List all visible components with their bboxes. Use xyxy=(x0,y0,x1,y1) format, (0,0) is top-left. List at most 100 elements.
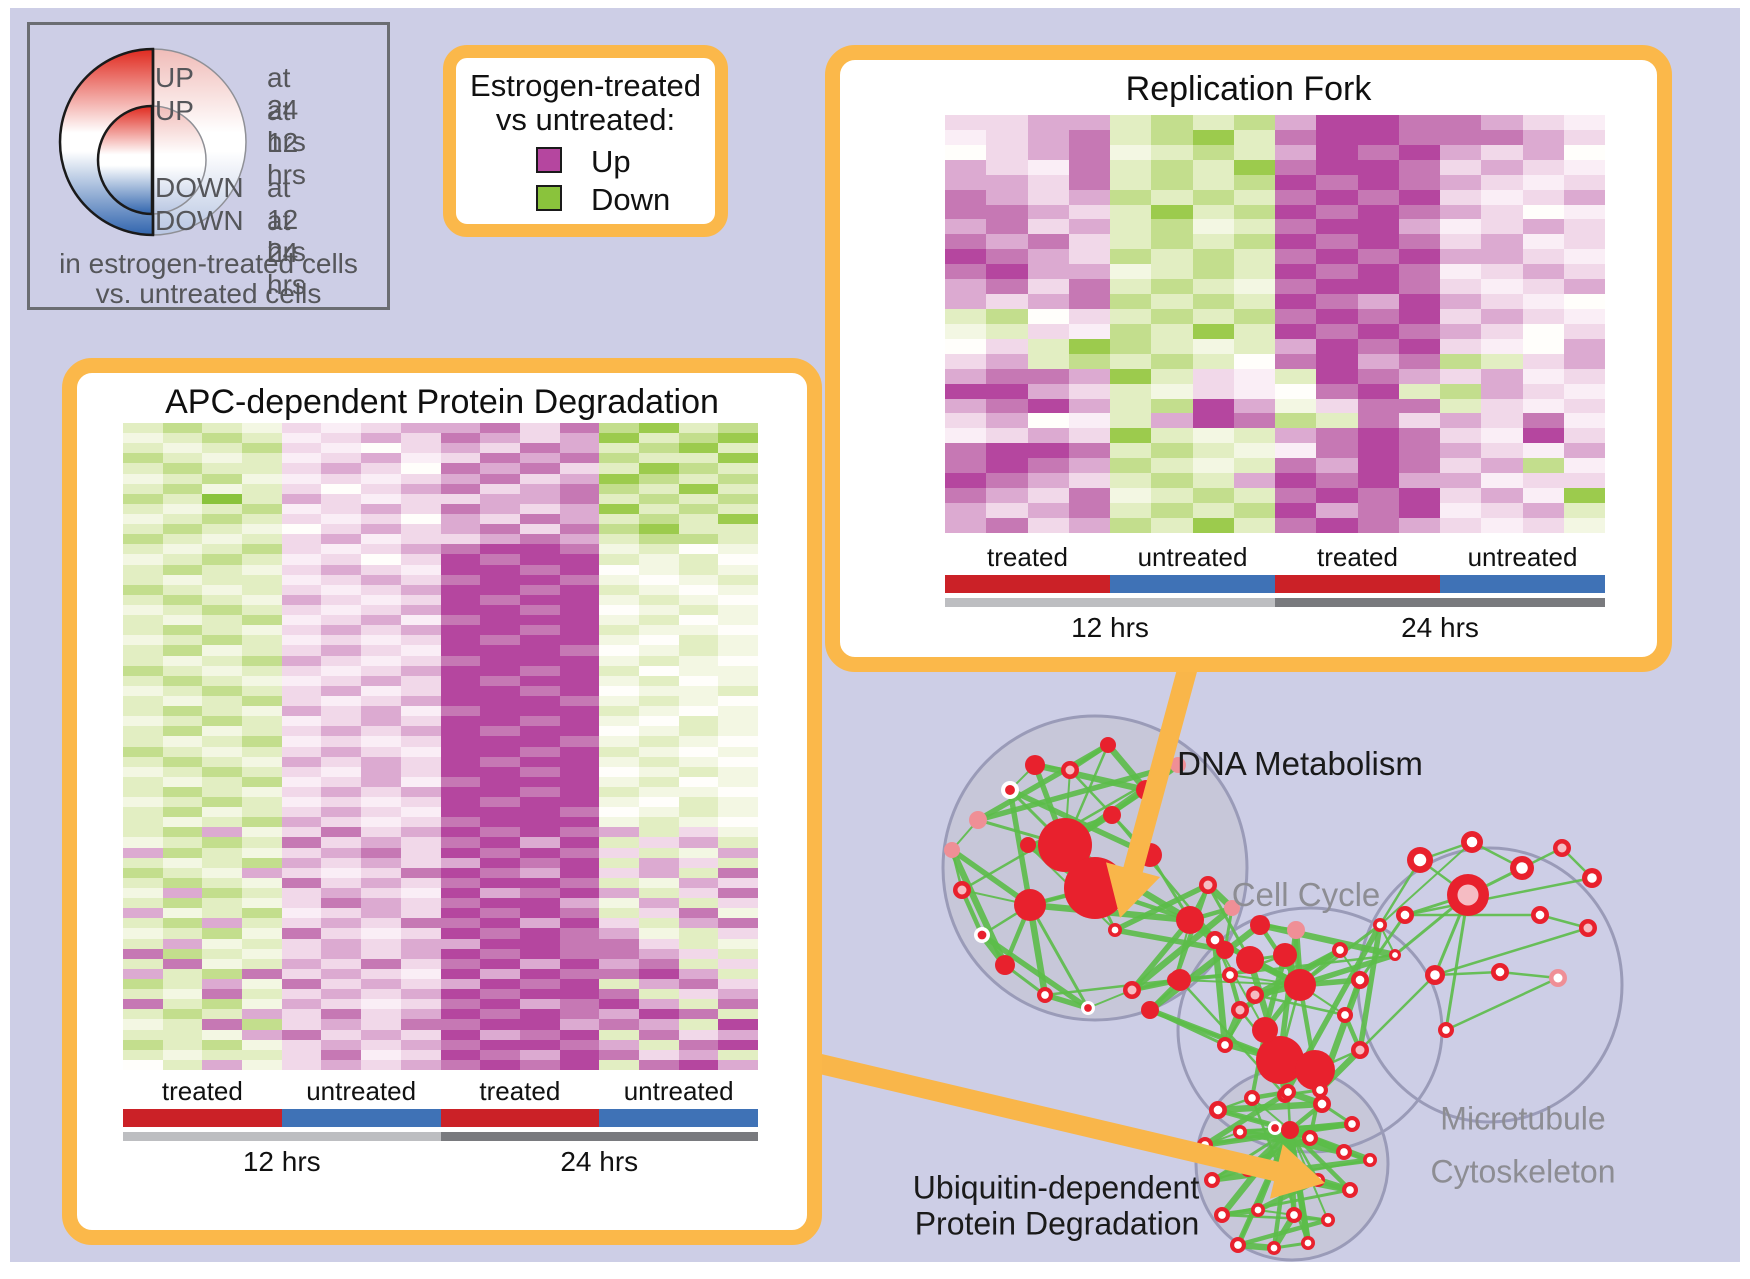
heatmap-cell xyxy=(321,918,362,929)
heatmap-cell xyxy=(1357,159,1399,175)
heatmap-row xyxy=(123,615,758,626)
heatmap-cell xyxy=(718,948,758,959)
heatmap-cell xyxy=(638,604,679,616)
heatmap-cell xyxy=(1233,279,1275,295)
heatmap-cell xyxy=(519,817,560,828)
heatmap-cell xyxy=(1027,204,1069,220)
replication-fork-heatmap xyxy=(945,115,1605,533)
heatmap-row xyxy=(123,1059,758,1070)
heatmap-cell xyxy=(400,1019,441,1030)
heatmap-cell xyxy=(400,786,441,798)
network-node xyxy=(995,955,1015,975)
heatmap-cell xyxy=(1398,443,1440,459)
heatmap-cell xyxy=(202,968,243,980)
heatmap-cell xyxy=(1110,234,1152,250)
heatmap-row xyxy=(123,625,758,636)
heatmap-row xyxy=(123,1019,758,1030)
heatmap-cell xyxy=(202,564,243,575)
heatmap-cell xyxy=(1068,279,1110,295)
heatmap-cell xyxy=(718,1029,758,1040)
heatmap-cell xyxy=(1068,249,1110,265)
heatmap-cell xyxy=(1481,502,1523,518)
heatmap-cell xyxy=(480,1019,520,1030)
network-node xyxy=(1430,970,1440,980)
heatmap-cell xyxy=(1357,264,1399,280)
heatmap-cell xyxy=(321,746,362,757)
direction-label: DOWN xyxy=(155,172,244,203)
heatmap-cell xyxy=(1068,398,1110,414)
heatmap-cell xyxy=(986,174,1028,190)
heatmap-cell xyxy=(1398,249,1440,265)
heatmap-cell xyxy=(1275,115,1317,130)
heatmap-cell xyxy=(559,635,600,646)
heatmap-cell xyxy=(202,635,243,646)
heatmap-cell xyxy=(1151,338,1193,354)
heatmap-cell xyxy=(599,746,639,757)
heatmap-cell xyxy=(519,615,560,626)
heatmap-cell xyxy=(559,675,600,686)
heatmap-row xyxy=(945,413,1605,429)
heatmap-cell xyxy=(559,827,600,838)
heatmap-cell xyxy=(1068,517,1110,533)
heatmap-cell xyxy=(281,513,322,525)
heatmap-cell xyxy=(519,918,560,929)
heatmap-cell xyxy=(202,989,243,1000)
heatmap-cell xyxy=(321,645,362,656)
heatmap-cell xyxy=(559,706,600,717)
heatmap-cell xyxy=(1068,129,1110,145)
heatmap-cell xyxy=(1563,443,1605,459)
heatmap-cell xyxy=(281,766,322,777)
heatmap-cell xyxy=(480,513,520,525)
network-node xyxy=(1176,906,1204,934)
heatmap-cell xyxy=(718,857,758,868)
heatmap-cell xyxy=(1110,129,1152,145)
heatmap-cell xyxy=(202,736,243,747)
heatmap-row xyxy=(123,948,758,959)
heatmap-cell xyxy=(599,938,639,949)
heatmap-cell xyxy=(162,706,203,717)
heatmap-cell xyxy=(599,503,639,514)
heatmap-cell xyxy=(678,594,719,605)
network-node xyxy=(944,842,960,858)
heatmap-cell xyxy=(1481,234,1523,250)
heatmap-cell xyxy=(1275,294,1317,309)
heatmap-cell xyxy=(945,234,987,250)
heatmap-cell xyxy=(559,756,600,767)
heatmap-cell xyxy=(559,766,600,777)
heatmap-cell xyxy=(440,948,481,959)
heatmap-cell xyxy=(242,736,282,747)
heatmap-cell xyxy=(123,513,163,525)
heatmap-cell xyxy=(1440,443,1482,459)
heatmap-cell xyxy=(480,918,520,929)
heatmap-cell xyxy=(202,685,243,696)
heatmap-cell xyxy=(1440,517,1482,533)
heatmap-cell xyxy=(281,867,322,878)
heatmap-cell xyxy=(1440,383,1482,399)
heatmap-cell xyxy=(400,928,441,939)
heatmap-cell xyxy=(321,776,362,787)
heatmap-cell xyxy=(945,517,987,533)
heatmap-cell xyxy=(281,736,322,747)
heatmap-cell xyxy=(1481,159,1523,175)
heatmap-cell xyxy=(400,1049,441,1060)
heatmap-cell xyxy=(123,746,163,757)
heatmap-cell xyxy=(361,1009,401,1020)
heatmap-cell xyxy=(202,625,243,636)
heatmap-cell xyxy=(1481,294,1523,309)
heatmap-cell xyxy=(162,524,203,535)
heatmap-cell xyxy=(242,726,282,737)
heatmap-cell xyxy=(559,948,600,959)
heatmap-cell xyxy=(1192,413,1234,429)
heatmap-cell xyxy=(440,776,481,787)
heatmap-cell xyxy=(162,443,203,454)
heatmap-cell xyxy=(519,989,560,1000)
heatmap-cell xyxy=(361,776,401,787)
heatmap-cell xyxy=(638,675,679,686)
heatmap-row xyxy=(945,294,1605,309)
heatmap-cell xyxy=(202,513,243,525)
apc-group-bars xyxy=(123,1109,758,1127)
network-edge xyxy=(1358,913,1407,982)
heatmap-cell xyxy=(718,594,758,605)
heatmap-cell xyxy=(440,503,481,514)
heatmap-cell xyxy=(559,463,600,474)
